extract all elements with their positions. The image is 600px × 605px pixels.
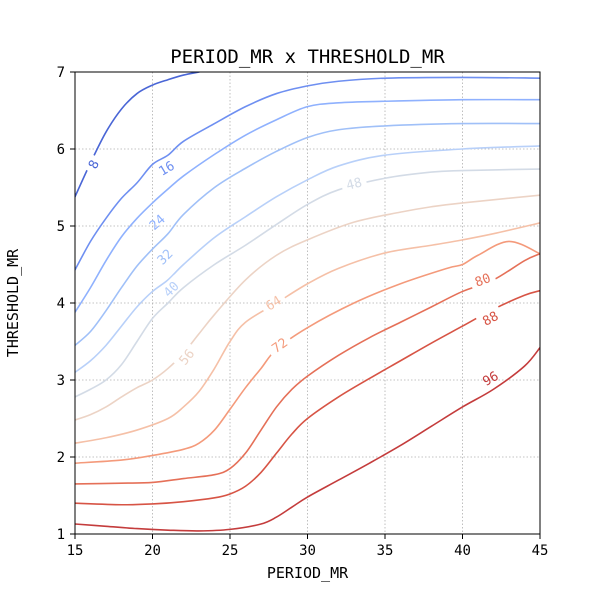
contour-line-64	[75, 222, 540, 444]
contour-label-72: 72	[269, 336, 290, 357]
contour-label-64: 64	[263, 293, 284, 314]
contour-line-72	[75, 240, 540, 464]
contour-line-16	[75, 76, 540, 271]
x-tick-label: 40	[454, 543, 471, 559]
x-tick-label: 30	[299, 543, 316, 559]
y-tick-label: 2	[57, 450, 65, 466]
y-tick-label: 4	[57, 296, 65, 312]
y-tick-label: 1	[57, 527, 65, 543]
contour-label-56: 56	[177, 347, 199, 369]
y-tick-label: 3	[57, 373, 65, 389]
x-tick-label: 45	[532, 543, 549, 559]
contour-line-40	[75, 145, 540, 374]
contour-line-48	[75, 168, 540, 398]
x-tick-label: 35	[377, 543, 394, 559]
contour-label-48: 48	[345, 175, 364, 193]
contour-label-88: 88	[480, 309, 501, 330]
contour-line-96	[75, 346, 540, 532]
contour-line-24	[75, 98, 540, 314]
contour-line-88	[75, 289, 540, 506]
contour-line-80	[75, 252, 540, 485]
x-tick-label: 25	[222, 543, 239, 559]
x-tick-label: 20	[144, 543, 161, 559]
x-axis-label: PERIOD_MR	[267, 564, 349, 582]
contour-label-80: 80	[473, 271, 493, 291]
contour-label-32: 32	[155, 247, 177, 269]
y-tick-label: 7	[57, 65, 65, 81]
y-tick-label: 5	[57, 219, 65, 235]
contour-label-96: 96	[480, 369, 501, 390]
x-tick-label: 15	[67, 543, 84, 559]
contour-label-16: 16	[156, 159, 177, 180]
contour-label-8: 8	[86, 158, 103, 172]
y-axis-label: THRESHOLD_MR	[4, 248, 22, 357]
contour-label-24: 24	[147, 212, 169, 234]
contour-line-8	[75, 72, 200, 198]
contour-line-32	[75, 122, 540, 347]
y-tick-label: 6	[57, 142, 65, 158]
contour-lines	[75, 72, 540, 532]
grid-lines	[74, 71, 541, 535]
chart-title: PERIOD_MR x THRESHOLD_MR	[170, 46, 445, 68]
contour-line-56	[75, 194, 540, 421]
